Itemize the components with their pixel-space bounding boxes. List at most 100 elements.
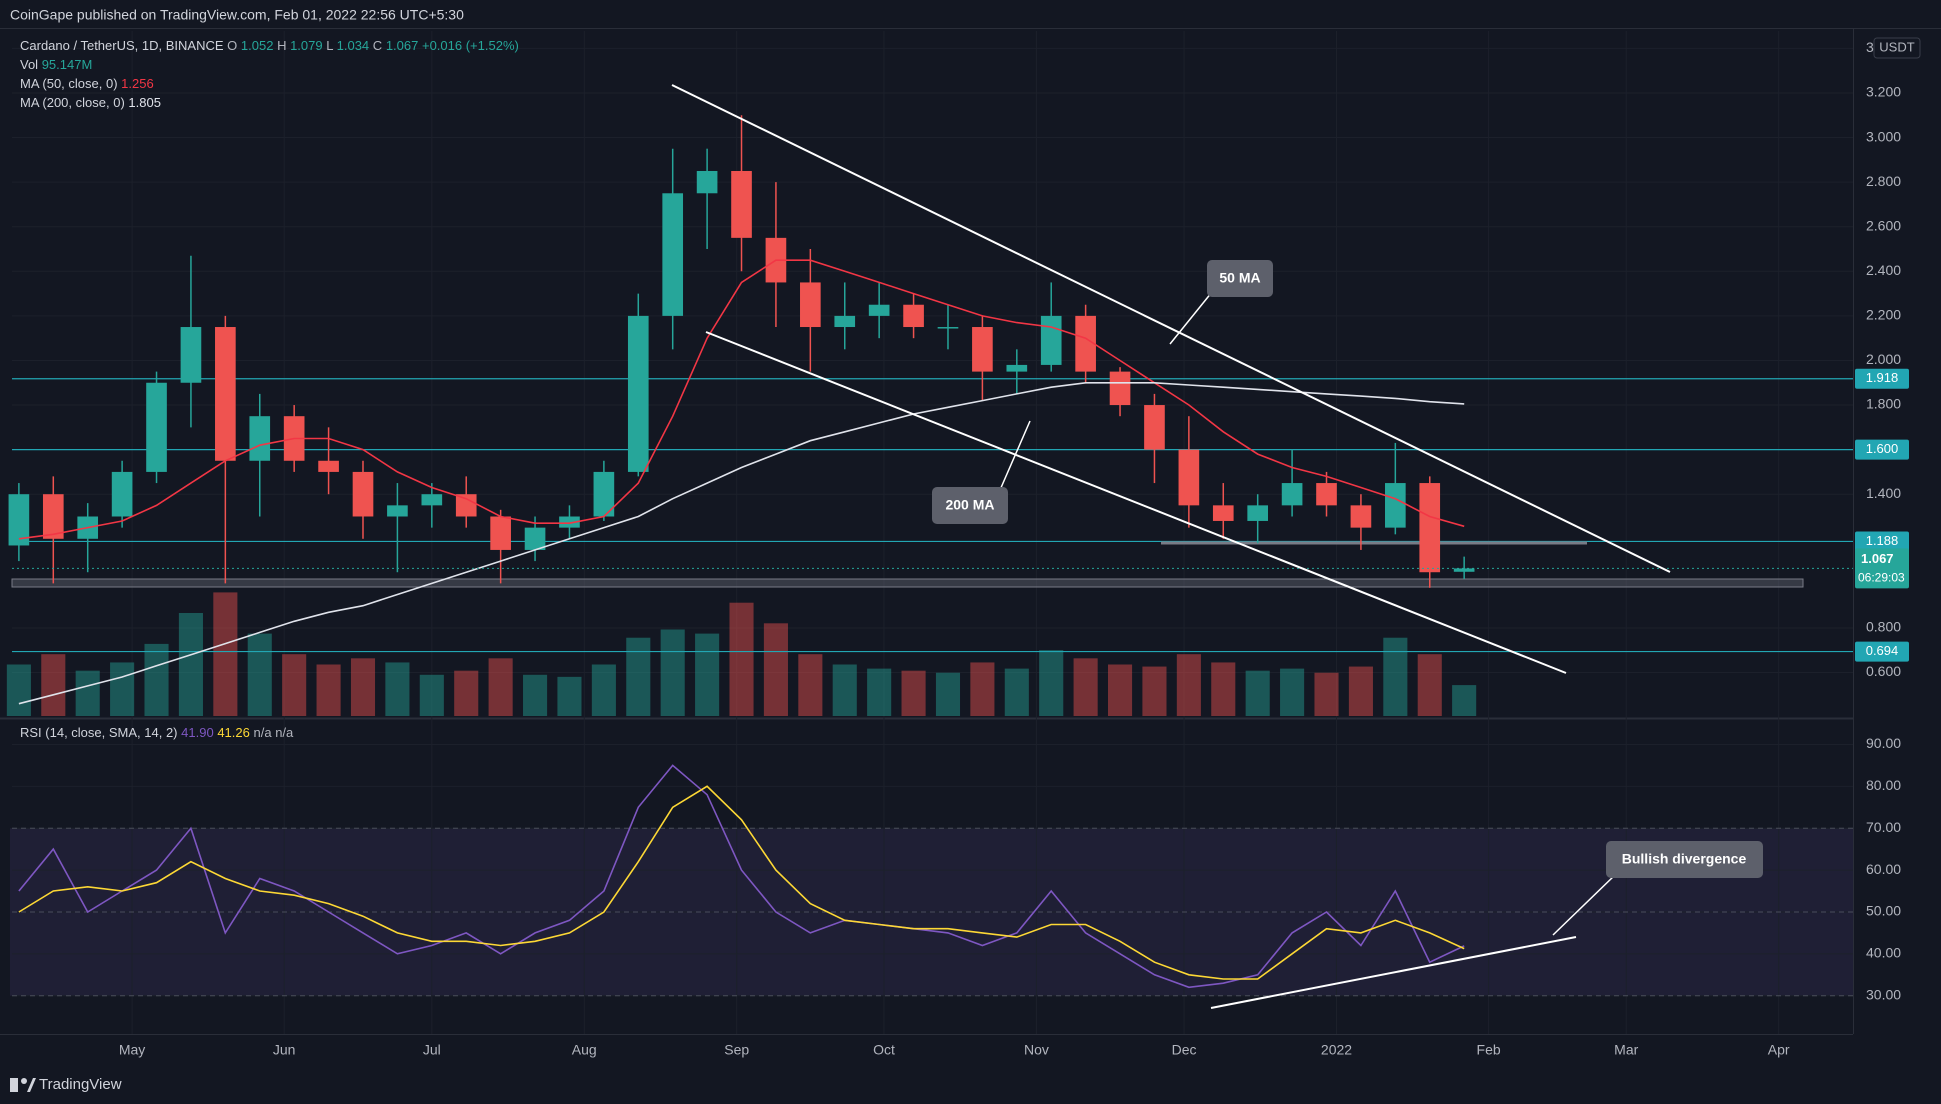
legend-item: n/a [275,725,294,740]
candle-body [352,471,374,517]
volume-bar [1004,668,1029,716]
candle-body [593,471,615,517]
trend-line [671,84,1671,573]
volume-bar [1211,662,1236,716]
volume-bar [626,637,651,716]
x-tick-label: Jul [423,1042,441,1058]
level-badge [1855,641,1909,662]
volume-bar [591,664,616,716]
y-tick-label: 1.800 [1866,396,1901,412]
volume-bar [1452,685,1477,716]
candle-body [455,494,477,517]
callout-pointer [1552,874,1616,936]
rsi-line [18,764,1465,989]
volume-bar [247,633,272,716]
annotation: 200 MA [945,497,994,513]
volume-bar [867,668,892,716]
x-tick-label: Aug [572,1042,597,1058]
callout-pointer [1169,291,1213,345]
legend: MA (50, close, 0) 1.256 [20,76,154,91]
candle-body [627,315,649,472]
candle-body [662,193,684,316]
volume-bar [935,672,961,716]
candle-body [1419,483,1441,573]
level-label: 1.188 [1866,533,1899,548]
y-tick-label: 0.800 [1866,619,1901,635]
volume-bar [419,674,444,716]
candle-body [800,282,821,328]
trend-line [1210,936,1577,1009]
candle-body [215,327,236,461]
volume-bar [41,654,66,716]
y-tick-label: 80.00 [1866,777,1901,793]
x-tick-label: 2022 [1321,1042,1352,1058]
candle-body [8,494,30,546]
countdown: 06:29:03 [1858,571,1905,585]
volume-bar [454,670,479,716]
legend-item: 1.067 [386,38,419,53]
candle-body [1075,315,1096,372]
footer-logo [10,1078,18,1092]
legend-item: MA (200, close, 0) [20,95,125,110]
volume-bar [729,602,754,716]
legend-item: Cardano / TetherUS, 1D, BINANCE [20,38,224,53]
volume-bar [1107,664,1133,716]
candle-body [834,315,856,328]
x-tick-label: Feb [1477,1042,1501,1058]
legend-item: O [227,38,237,53]
volume-bar [1073,658,1098,716]
volume-bar [350,658,376,716]
y-tick-label: 3.200 [1866,84,1901,100]
legend-item: 41.90 [181,725,214,740]
volume-bar [1039,650,1064,716]
y-tick-label: 3 [1866,39,1874,55]
volume-bar [970,662,995,716]
legend-item: 1.256 [121,76,154,91]
y-tick-label: 2.400 [1866,262,1901,278]
volume-bar [213,592,238,716]
volume-bar [557,676,582,716]
volume-bar [316,664,341,716]
x-tick-label: Sep [724,1042,749,1058]
level-label: 1.600 [1866,441,1899,456]
annotation: Bullish divergence [1622,851,1747,867]
overlay: 50 MA 200 MA Bullish divergence [671,84,1763,1009]
candle-body [1212,505,1234,521]
candle-body [1006,364,1028,372]
candle-body [180,327,202,383]
volume-bar [144,643,169,716]
callout-pointer [999,420,1031,491]
candle-body [42,494,64,539]
annotation: 50 MA [1219,270,1260,286]
volume-bar [6,664,31,716]
y-tick-label: 0.600 [1866,663,1901,679]
candle-body [1178,449,1200,506]
x-tick-label: Jun [273,1042,296,1058]
volume-bar [1417,654,1442,716]
candle-body [559,516,580,528]
footer-logo [27,1078,36,1092]
volume-bar [110,662,135,716]
y-tick-label: 2.600 [1866,217,1901,233]
candle-body [696,170,718,194]
y-tick-label: 2.000 [1866,351,1901,367]
y-tick-label: 40.00 [1866,945,1901,961]
legend: MA (200, close, 0) 1.805 [20,95,161,110]
y-tick-label: 30.00 [1866,986,1901,1002]
moving-average [18,259,1465,540]
candle-body [1247,505,1269,521]
candle-body [937,327,959,329]
y-tick-label: 1.400 [1866,485,1901,501]
last-price-badge [1855,548,1909,589]
candle-body [903,304,924,328]
candle-body [1281,483,1303,506]
legend-item: L [326,38,333,53]
volume-bar [488,658,513,716]
y-tick-label: 70.00 [1866,819,1901,835]
trend-line [705,331,1567,674]
volume-bar [832,664,857,716]
legend-item: H [277,38,286,53]
volume-bar [798,654,823,716]
y-tick-label: 2.800 [1866,173,1901,189]
